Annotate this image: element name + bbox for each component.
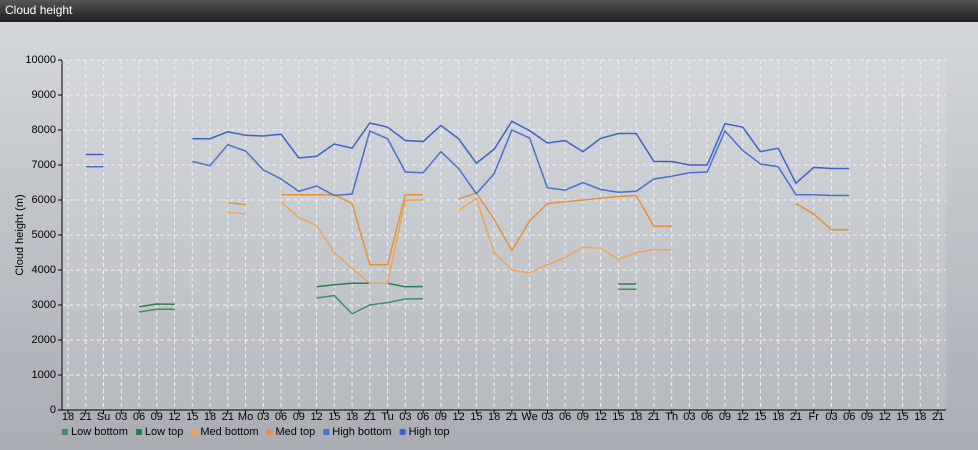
x-tick-label: 18: [914, 411, 926, 423]
legend-swatch: [62, 429, 68, 435]
y-tick-label: 9000: [32, 89, 56, 101]
y-tick-label: 8000: [32, 124, 56, 136]
x-tick-label: 09: [293, 411, 305, 423]
y-tick-label: 1000: [32, 369, 56, 381]
legend-label: Med bottom: [200, 426, 258, 438]
legend-label: High top: [409, 426, 450, 438]
x-tick-label: 21: [506, 411, 518, 423]
x-tick-label: 15: [470, 411, 482, 423]
x-tick-label: 15: [612, 411, 624, 423]
legend-swatch: [135, 429, 142, 435]
x-tick-label: Tu: [381, 411, 393, 423]
series-line: [138, 288, 637, 315]
legend-swatch: [323, 429, 330, 435]
x-tick-label: 12: [168, 411, 180, 423]
x-tick-label: 18: [772, 411, 784, 423]
x-tick-label: Fr: [809, 411, 820, 423]
y-tick-label: 10000: [25, 54, 56, 66]
x-tick-label: 18: [62, 411, 74, 423]
x-tick-label: 09: [719, 411, 731, 423]
x-tick-label: 12: [452, 411, 464, 423]
x-tick-label: 15: [896, 411, 908, 423]
x-tick-label: 03: [825, 411, 837, 423]
legend-label: High bottom: [332, 426, 391, 438]
x-tick-label: 18: [204, 411, 216, 423]
x-tick-label: 18: [346, 411, 358, 423]
x-tick-label: 21: [80, 411, 92, 423]
series-line: [85, 120, 850, 185]
y-tick-label: 3000: [32, 299, 56, 311]
legend-swatch: [191, 429, 198, 435]
y-tick-label: 7000: [32, 159, 56, 171]
y-tick-label: 2000: [32, 334, 56, 346]
y-axis-label: Cloud height (m): [14, 194, 26, 275]
x-tick-label: 06: [417, 411, 429, 423]
series-line: [227, 192, 850, 266]
y-tick-label: 4000: [32, 264, 56, 276]
x-tick-label: 18: [630, 411, 642, 423]
x-tick-label: 06: [133, 411, 145, 423]
x-tick-label: 06: [701, 411, 713, 423]
x-tick-label: 12: [310, 411, 322, 423]
x-tick-label: 12: [595, 411, 607, 423]
x-tick-label: 15: [186, 411, 198, 423]
y-tick-label: 5000: [32, 229, 56, 241]
legend-label: Low top: [145, 426, 184, 438]
x-tick-label: 03: [683, 411, 695, 423]
x-tick-label: 18: [488, 411, 500, 423]
x-tick-label: 21: [648, 411, 660, 423]
legend-label: Low bottom: [71, 426, 128, 438]
x-tick-label: 06: [559, 411, 571, 423]
x-tick-label: Su: [97, 411, 110, 423]
x-tick-label: 09: [577, 411, 589, 423]
x-tick-label: Mo: [238, 411, 253, 423]
title-bar: [0, 0, 978, 22]
x-tick-label: 03: [115, 411, 127, 423]
x-tick-label: 09: [861, 411, 873, 423]
x-tick-label: We: [521, 411, 537, 423]
x-tick-label: 03: [257, 411, 269, 423]
x-tick-label: 21: [222, 411, 234, 423]
x-tick-label: 03: [541, 411, 553, 423]
y-tick-label: 0: [50, 404, 56, 416]
x-tick-label: 12: [737, 411, 749, 423]
x-tick-label: 06: [275, 411, 287, 423]
x-tick-label: 21: [790, 411, 802, 423]
x-tick-label: 06: [843, 411, 855, 423]
legend-label: Med top: [276, 426, 316, 438]
series-line: [85, 128, 850, 197]
x-tick-label: 15: [754, 411, 766, 423]
x-tick-label: Th: [665, 411, 678, 423]
legend-swatch: [266, 429, 273, 435]
legend-swatch: [399, 429, 406, 435]
x-tick-label: 03: [399, 411, 411, 423]
x-tick-label: 21: [364, 411, 376, 423]
chart-title: Cloud height: [5, 3, 73, 17]
series-line: [227, 197, 850, 285]
x-tick-label: 21: [932, 411, 944, 423]
x-tick-label: 09: [435, 411, 447, 423]
x-tick-label: 09: [151, 411, 163, 423]
x-tick-label: 15: [328, 411, 340, 423]
x-tick-label: 12: [879, 411, 891, 423]
y-tick-label: 6000: [32, 194, 56, 206]
